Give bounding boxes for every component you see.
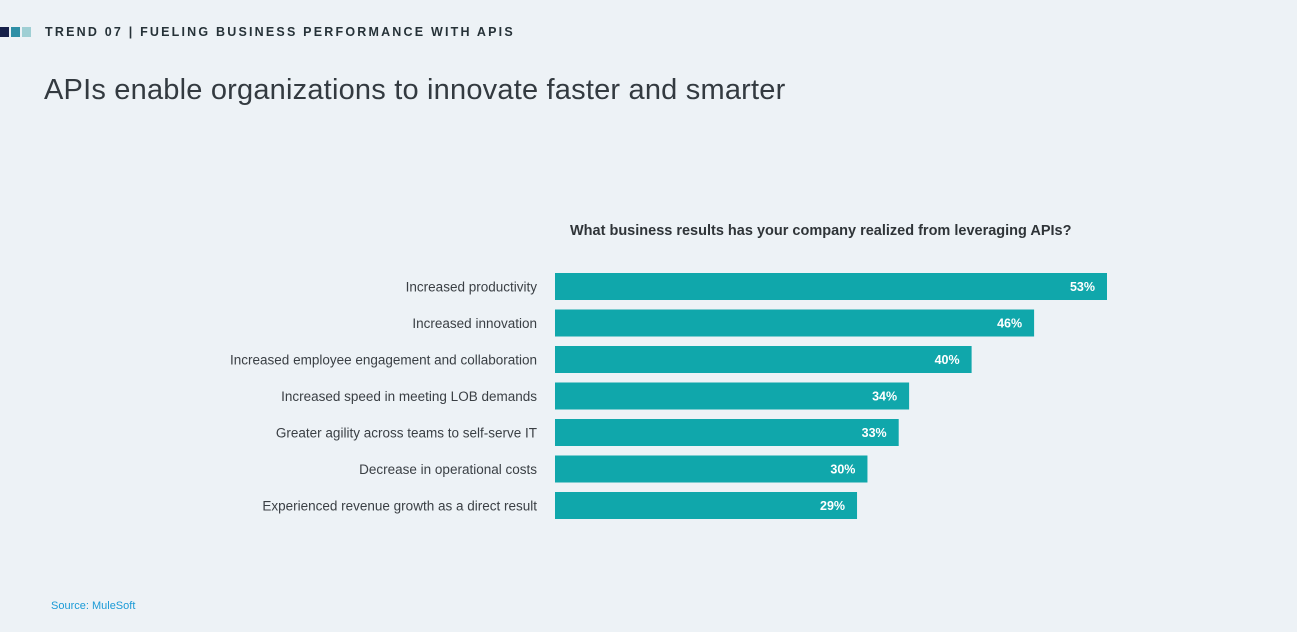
value-label-3: 40% (935, 353, 960, 367)
trend-header: TREND 07 | FUELING BUSINESS PERFORMANCE … (45, 25, 515, 39)
category-label-5: Greater agility across teams to self-ser… (276, 426, 537, 441)
bar-2 (555, 309, 1035, 337)
bar-4 (555, 382, 910, 410)
header-square-3 (22, 27, 31, 37)
category-label-7: Experienced revenue growth as a direct r… (262, 499, 537, 514)
chart-title: What business results has your company r… (570, 223, 1072, 239)
page-title: APIs enable organizations to innovate fa… (44, 74, 786, 106)
value-label-2: 46% (997, 317, 1022, 331)
bar-6 (555, 455, 868, 483)
bar-5 (555, 419, 899, 446)
category-label-4: Increased speed in meeting LOB demands (281, 389, 537, 404)
header-square-1 (0, 27, 9, 37)
value-label-1: 53% (1070, 280, 1095, 294)
header-squares (0, 27, 31, 37)
bar-3 (555, 346, 972, 373)
bar-1 (555, 273, 1107, 300)
source-note: Source: MuleSoft (51, 600, 136, 612)
category-label-2: Increased innovation (412, 316, 537, 331)
category-label-1: Increased productivity (406, 280, 538, 295)
bars-group: Increased productivity 53% Increased innov… (230, 273, 1107, 519)
category-label-6: Decrease in operational costs (359, 462, 537, 477)
value-label-4: 34% (872, 390, 897, 404)
category-label-3: Increased employee engagement and collab… (230, 353, 537, 368)
value-label-6: 30% (830, 463, 855, 477)
header-square-2 (11, 27, 20, 37)
value-label-7: 29% (820, 499, 845, 513)
bar-7 (555, 492, 858, 519)
value-label-5: 33% (862, 426, 887, 440)
